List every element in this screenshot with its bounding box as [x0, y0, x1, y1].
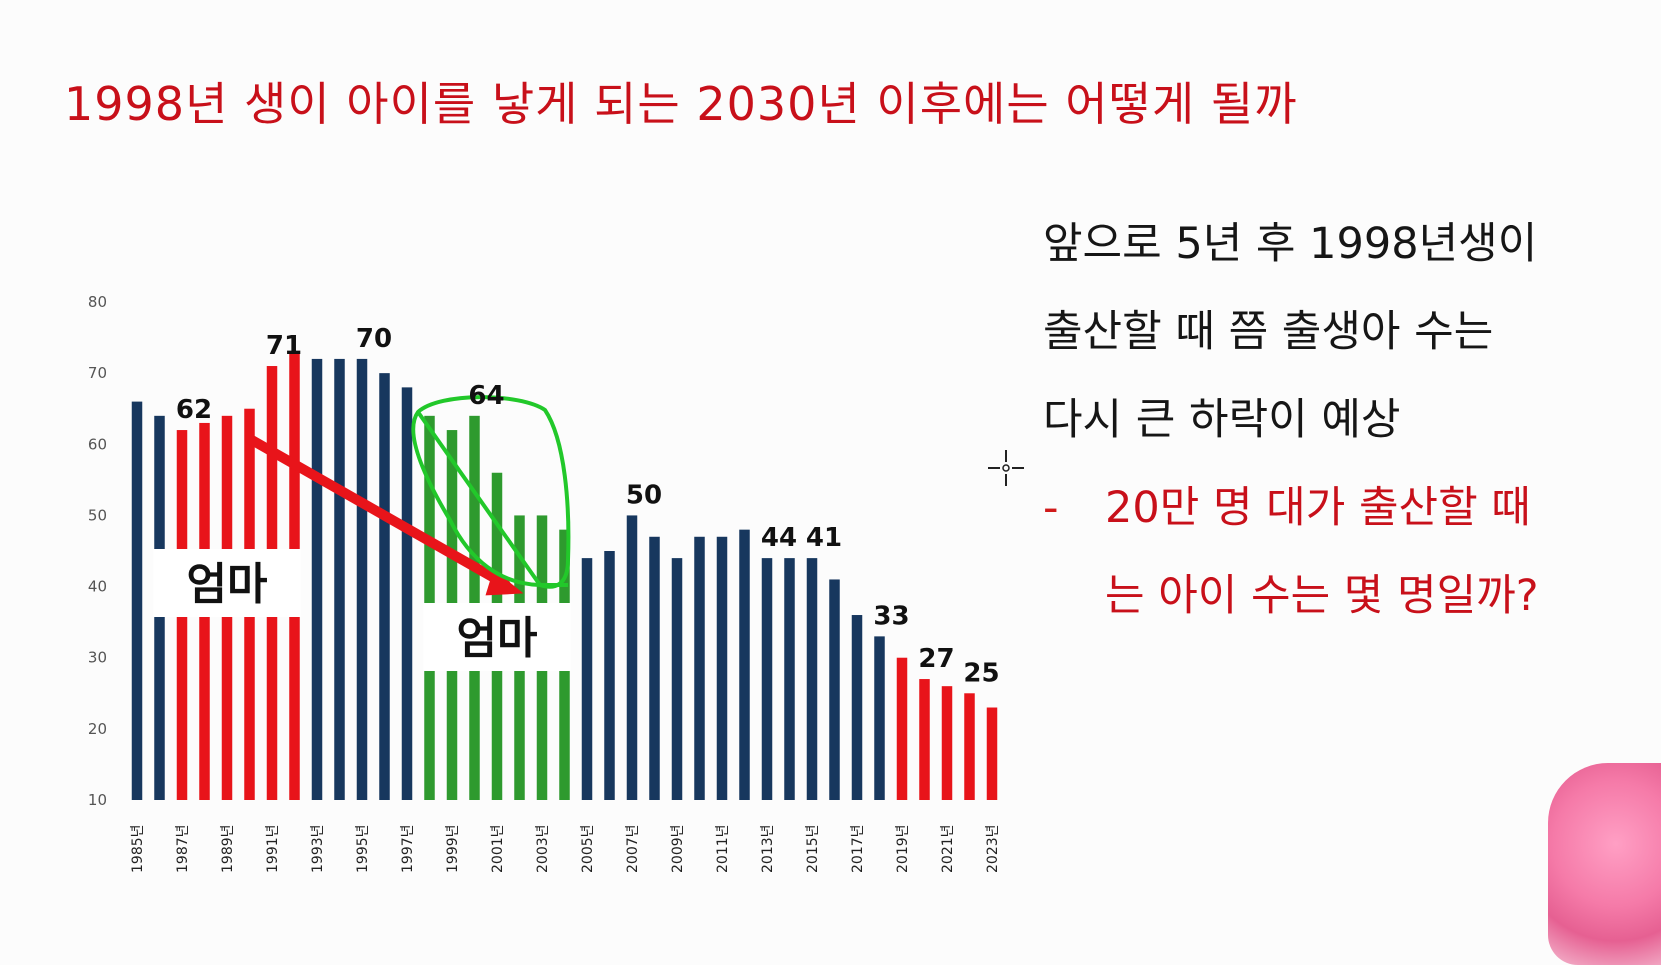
x-tick-label: 2023년 — [985, 824, 1000, 873]
chart-bar — [829, 579, 840, 800]
chart-bar — [716, 536, 728, 800]
data-label: 25 — [963, 658, 999, 688]
note-highlight-text-1: 20만 명 대가 출산할 때 — [1105, 483, 1531, 533]
bullet-dash: - — [1043, 483, 1059, 533]
chart-bar — [649, 536, 660, 800]
x-tick-label: 1987년 — [175, 824, 191, 873]
y-tick-label: 20 — [88, 720, 107, 738]
x-tick-label: 1991년 — [265, 824, 281, 873]
x-tick-label: 1993년 — [310, 824, 326, 873]
cursor-crosshair-icon — [988, 450, 1024, 486]
data-label: 71 — [266, 331, 302, 361]
note-highlight-2: 는 아이 수는 몇 명일까? — [1043, 552, 1643, 640]
data-labels: 6271706450444133272524 — [176, 324, 1000, 688]
annotation-box — [423, 603, 571, 671]
slide-notes: 앞으로 5년 후 1998년생이 출산할 때 쯤 출생아 수는 다시 큰 하락이… — [1043, 200, 1643, 640]
chart-bar — [604, 551, 615, 800]
data-label: 41 — [806, 523, 842, 553]
chart-bar — [739, 529, 750, 800]
chart-bar — [941, 686, 953, 800]
chart-bar — [851, 615, 863, 800]
chart-bar — [784, 558, 795, 800]
x-tick-label: 1995년 — [355, 824, 371, 873]
data-label: 33 — [873, 601, 909, 631]
x-tick-label: 2005년 — [580, 824, 596, 873]
chart-bar — [401, 387, 413, 800]
y-tick-label: 30 — [88, 649, 107, 667]
x-tick-label: 2017년 — [850, 824, 866, 873]
x-tick-label: 1999년 — [445, 824, 461, 873]
annotation-label: 엄마 — [187, 559, 268, 610]
x-tick-label: 2007년 — [625, 824, 641, 873]
y-tick-label: 60 — [88, 435, 107, 453]
x-tick-label: 1985년 — [130, 824, 146, 873]
x-tick-label: 2013년 — [760, 824, 776, 873]
x-axis-labels: 1985년 1987년 1989년 1991년 1993년 1995년 1997년 1999년… — [130, 824, 1000, 873]
y-axis-labels: 10 20 30 40 50 60 70 80 — [88, 293, 107, 809]
chart-bar — [671, 558, 683, 800]
data-label: 64 — [468, 381, 504, 411]
x-tick-label: 2009년 — [670, 824, 686, 873]
chart-bar — [626, 515, 638, 800]
chart-bar — [986, 707, 998, 800]
x-tick-label: 2015년 — [805, 824, 821, 873]
y-tick-label: 50 — [88, 506, 107, 524]
decline-arrow-line — [244, 433, 511, 590]
x-tick-label: 2001년 — [490, 824, 506, 873]
data-label: 50 — [626, 480, 662, 510]
chart-bar — [131, 401, 143, 800]
highlight-circle — [411, 395, 571, 589]
chart-bar — [761, 558, 773, 800]
data-label: 70 — [356, 324, 392, 354]
x-tick-label: 2021년 — [940, 824, 956, 873]
chart-bar — [356, 358, 368, 800]
annotation-label: 엄마 — [457, 613, 538, 664]
chart-bar — [334, 358, 345, 800]
chart-bar — [964, 693, 975, 800]
x-tick-label: 1997년 — [400, 824, 416, 873]
x-tick-label: 2011년 — [715, 824, 731, 873]
y-tick-label: 40 — [88, 578, 107, 596]
chart-bar — [806, 558, 818, 800]
chart-bar — [896, 657, 908, 800]
data-label: 44 — [761, 523, 797, 553]
x-tick-label: 1989년 — [220, 824, 236, 873]
annotation-box — [153, 549, 301, 617]
data-label: 27 — [918, 644, 954, 674]
x-tick-label: 2019년 — [895, 824, 911, 873]
y-tick-label: 80 — [88, 293, 107, 311]
slide-title: 1998년 생이 아이를 낳게 되는 2030년 이후에는 어떻게 될까 — [64, 77, 1298, 131]
note-line-2: 출산할 때 쯤 출생아 수는 — [1043, 307, 1494, 357]
decline-arrow-head — [485, 569, 524, 596]
y-tick-label: 70 — [88, 364, 107, 382]
chart-bar — [874, 636, 885, 800]
y-tick-label: 10 — [88, 791, 107, 809]
chart-bar — [379, 373, 390, 800]
note-highlight-1: - 20만 명 대가 출산할 때 — [1043, 464, 1643, 552]
x-tick-label: 2003년 — [535, 824, 551, 873]
presenter-webcam-image — [1548, 763, 1661, 965]
chart-bar — [694, 536, 705, 800]
note-line-3: 다시 큰 하락이 예상 — [1043, 395, 1401, 445]
note-highlight-text-2: 는 아이 수는 몇 명일까? — [1105, 571, 1539, 621]
chart-bar — [919, 679, 930, 800]
chart-bar — [311, 358, 323, 800]
birth-chart: 10 20 30 40 50 60 70 80 1985년 1987년 1989년 1991년 199… — [88, 293, 1000, 873]
note-line-1: 앞으로 5년 후 1998년생이 — [1043, 219, 1538, 269]
data-label: 62 — [176, 395, 212, 425]
chart-bar — [581, 558, 593, 800]
